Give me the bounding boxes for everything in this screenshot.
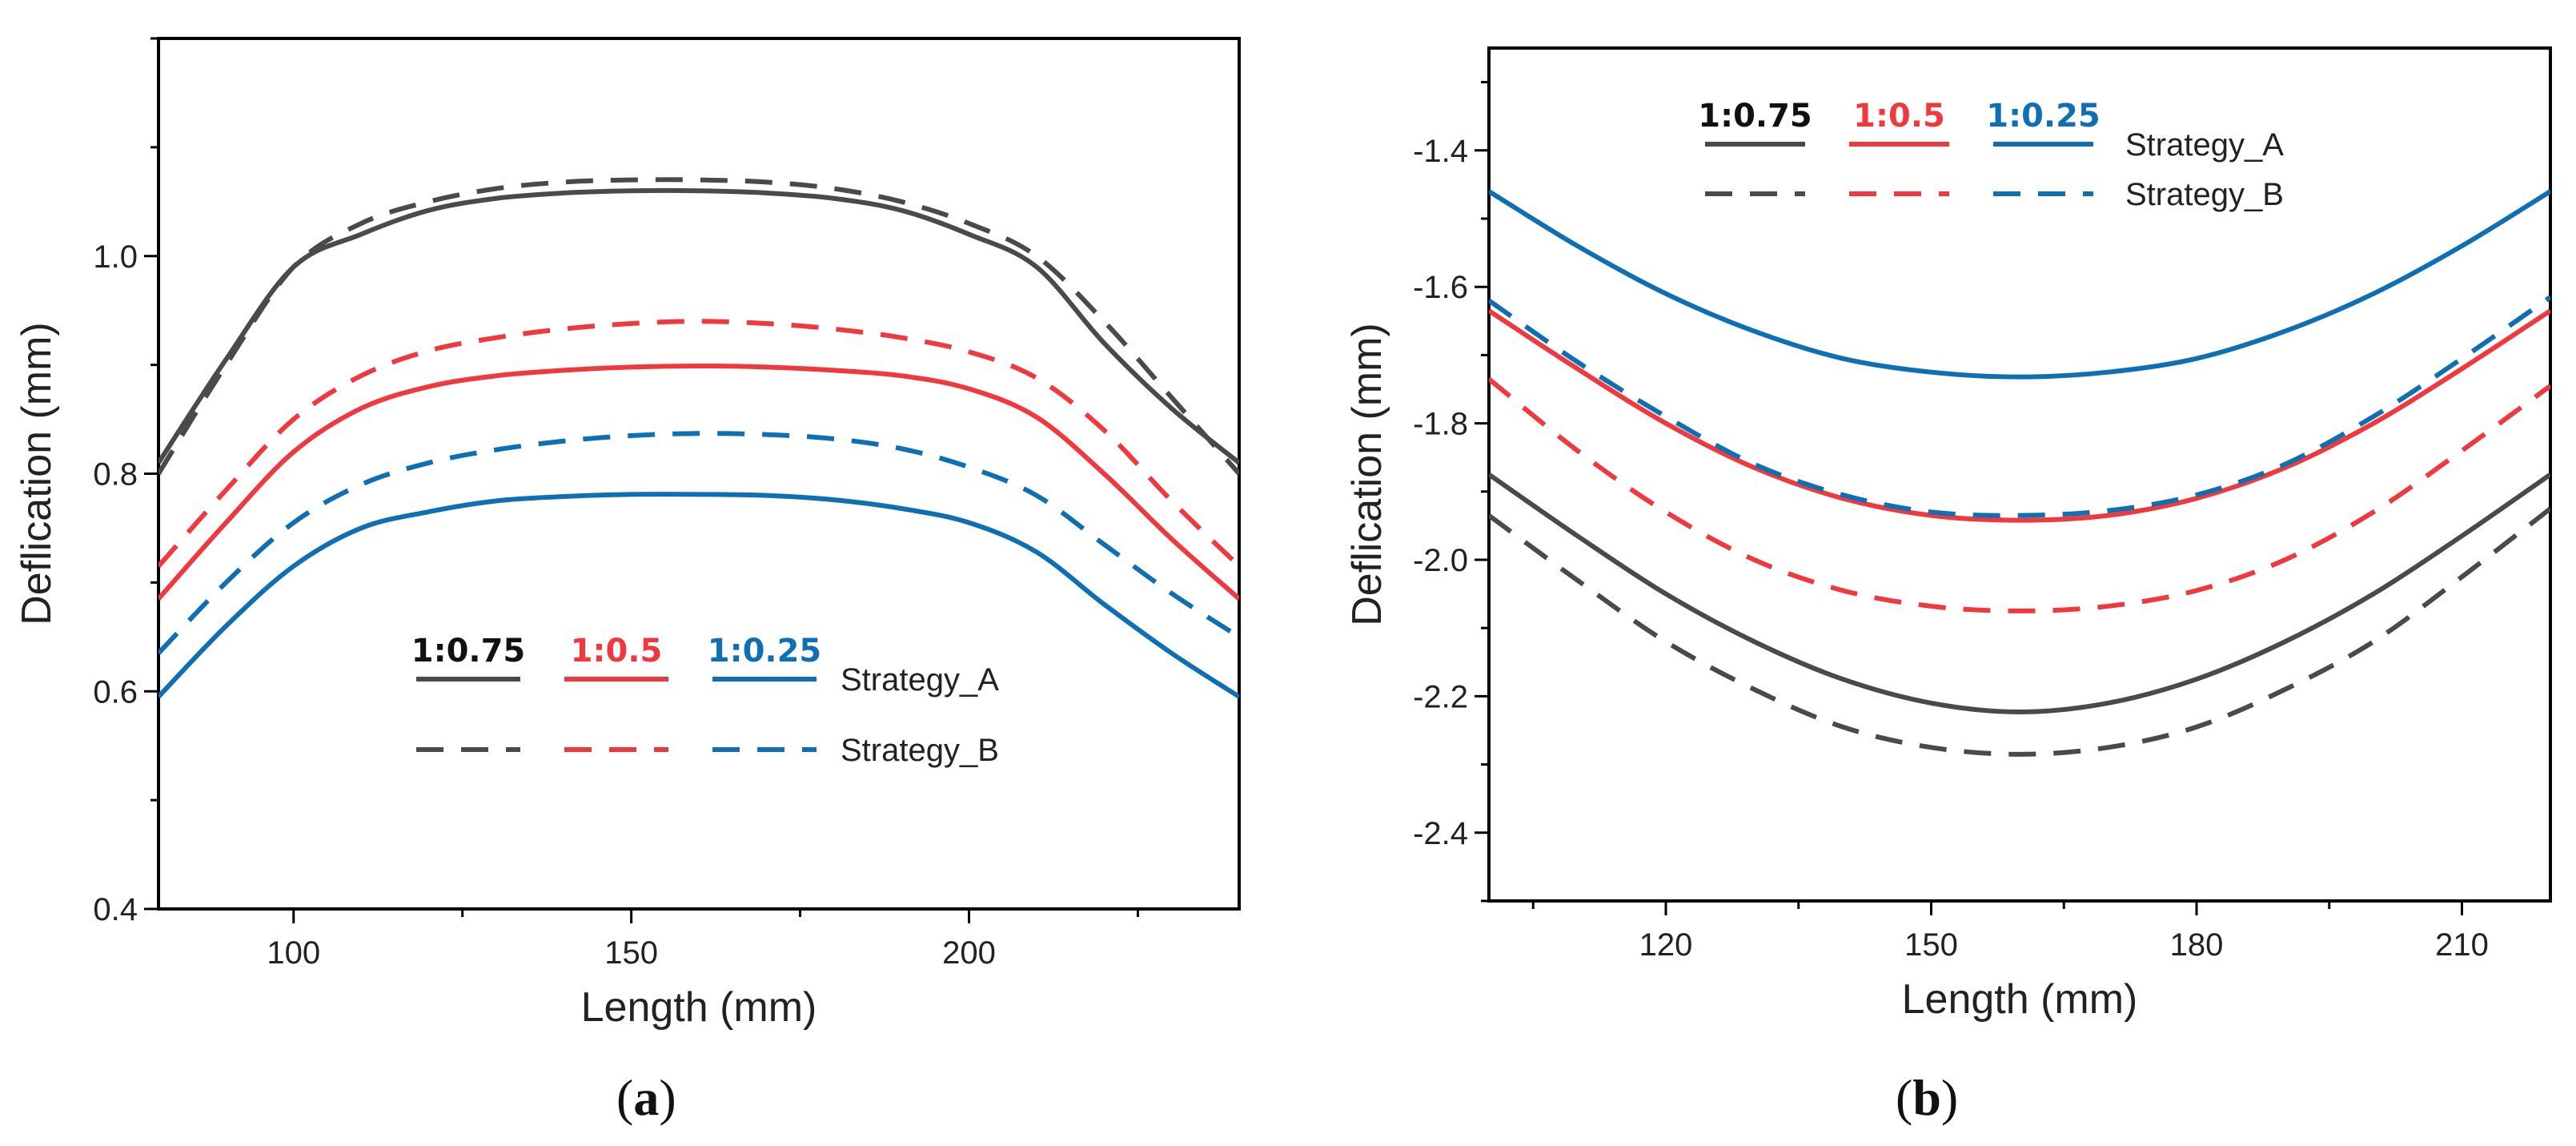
legend-strategy-b: Strategy_B: [2125, 177, 2284, 212]
x-tick-label: 150: [1904, 927, 1958, 963]
y-tick-label: 1.0: [93, 239, 138, 275]
x-tick-label: 150: [604, 935, 658, 971]
series-line-1-0-75-strategy-b: [158, 177, 1239, 476]
legend: 1:0.75 1:0.5 1:0.25 Strategy_A Strategy_B: [1698, 98, 2284, 212]
x-tick-label: 120: [1639, 927, 1693, 963]
panel-label-close: ): [659, 1069, 676, 1126]
legend: 1:0.75 1:0.5 1:0.25 Strategy_A Strategy_B: [411, 633, 999, 768]
y-tick-label: 0.6: [93, 674, 138, 710]
legend-ratio-label: 1:0.75: [411, 633, 526, 670]
y-tick-label: -2.2: [1413, 679, 1468, 714]
x-tick-label: 180: [2170, 927, 2224, 963]
y-tick-label: -1.8: [1413, 407, 1468, 442]
series-line-1-0-75-strategy-b: [1489, 506, 2550, 757]
legend-ratio-label: 1:0.25: [708, 633, 822, 670]
chart-panel-a: 100 150 200 0.4 0.6 0.8 1.0 Length (mm) Deflicat…: [14, 37, 1241, 1126]
x-axis-title: Length (mm): [1902, 976, 2138, 1023]
series-line-1-0-75-strategy-a: [158, 187, 1239, 465]
y-tick-label: -1.6: [1413, 270, 1468, 305]
plot-frame: [1487, 46, 2552, 903]
legend-ratio-label: 1:0.75: [1698, 98, 1812, 135]
panel-label-open: (: [616, 1069, 633, 1126]
series-line-1-0-5-strategy-b: [158, 319, 1239, 569]
legend-ratio-label: 1:0.5: [571, 633, 663, 670]
legend-strategy-b: Strategy_B: [841, 733, 999, 768]
y-axis-title: Deflication (mm): [14, 322, 60, 625]
series-line-1-0-5-strategy-b: [1489, 376, 2550, 613]
panel-label: (a): [616, 1069, 676, 1126]
panel-label-letter: b: [1912, 1069, 1941, 1126]
series-line-1-0-25-strategy-b: [158, 431, 1239, 655]
y-tick-label: -2.4: [1413, 816, 1468, 851]
panel-label-open: (: [1896, 1069, 1912, 1126]
x-tick-label: 210: [2435, 927, 2489, 963]
legend-ratio-label: 1:0.5: [1853, 98, 1945, 135]
series-line-1-0-5-strategy-a: [158, 363, 1239, 601]
y-axis-title: Deflication (mm): [1344, 323, 1390, 626]
series-line-1-0-25-strategy-a: [158, 492, 1239, 699]
y-tick-label: -2.0: [1413, 543, 1468, 578]
series-line-1-0-25-strategy-b: [1489, 295, 2550, 518]
series-line-1-0-25-strategy-a: [1489, 189, 2550, 380]
y-tick-label: 0.4: [93, 892, 138, 927]
series-line-1-0-5-strategy-a: [1489, 308, 2550, 523]
panel-label: (b): [1896, 1069, 1958, 1126]
plot-frame: [157, 37, 1241, 911]
x-tick-label: 100: [267, 935, 320, 971]
x-tick-label: 200: [942, 935, 996, 971]
legend-ratio-label: 1:0.25: [1986, 98, 2101, 135]
legend-strategy-a: Strategy_A: [2125, 127, 2284, 163]
panel-label-close: ): [1941, 1069, 1958, 1126]
chart-panel-b: 120 150 180 210 -2.4 -2.2 -2.0 -1.8 -1.6 -1.4 Leng…: [1344, 46, 2552, 1126]
panel-label-letter: a: [633, 1069, 659, 1126]
legend-strategy-a: Strategy_A: [841, 662, 999, 698]
series-line-1-0-75-strategy-a: [1489, 472, 2550, 714]
y-tick-label: -1.4: [1413, 134, 1468, 169]
y-tick-label: 0.8: [93, 457, 138, 493]
x-axis-title: Length (mm): [581, 984, 817, 1031]
